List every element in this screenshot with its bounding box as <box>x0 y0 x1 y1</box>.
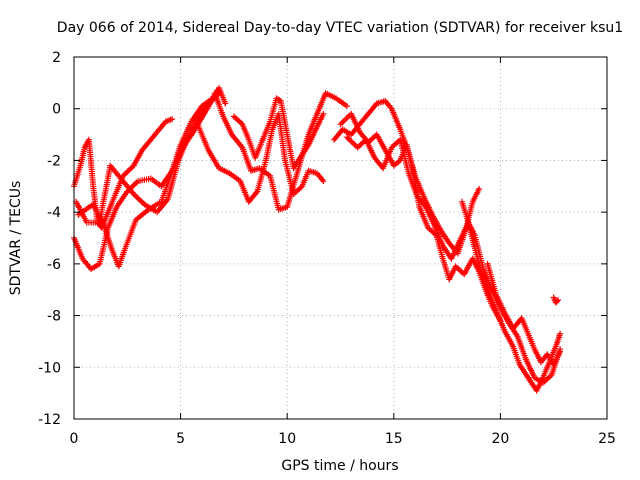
y-axis-label: SDTVAR / TECUs <box>8 181 24 296</box>
series-track-5 <box>194 110 327 205</box>
y-tick-label: -10 <box>38 360 61 376</box>
y-tick-label: 0 <box>52 102 61 118</box>
y-tick-label: 2 <box>52 50 61 66</box>
grid <box>74 57 607 419</box>
x-tick-label: 15 <box>385 431 403 447</box>
data-markers <box>230 95 327 172</box>
data-markers <box>550 294 561 306</box>
x-tick-label: 0 <box>70 431 79 447</box>
y-tick-label: -6 <box>47 257 61 273</box>
data-points <box>71 85 564 394</box>
series-track-4 <box>75 92 218 270</box>
series-track-12 <box>484 260 564 368</box>
x-axis-label: GPS time / hours <box>281 458 398 474</box>
x-tick-label: 10 <box>278 431 296 447</box>
y-tick-label: -12 <box>38 412 61 428</box>
series-track-7 <box>230 95 327 172</box>
data-markers <box>194 110 327 205</box>
data-markers <box>211 90 350 213</box>
data-markers <box>75 92 218 270</box>
chart-title: Day 066 of 2014, Sidereal Day-to-day VTE… <box>57 20 623 36</box>
x-tick-label: 20 <box>491 431 509 447</box>
x-tick-label: 25 <box>598 431 616 447</box>
y-tick-label: -8 <box>47 309 61 325</box>
x-tick-label: 5 <box>176 431 185 447</box>
y-tick-label: -2 <box>47 153 61 169</box>
series-track-13 <box>550 294 561 306</box>
y-tick-label: -4 <box>47 205 61 221</box>
data-markers <box>484 260 564 368</box>
plot-frame <box>73 56 608 420</box>
series-track-6 <box>211 90 350 213</box>
